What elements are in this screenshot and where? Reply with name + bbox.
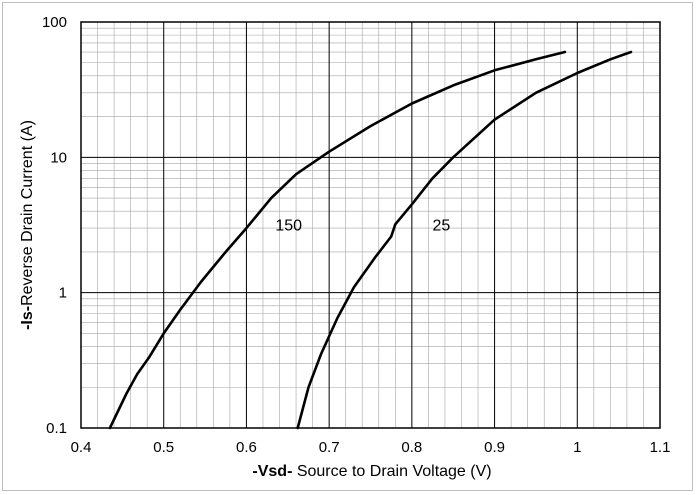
- minor-gridlines: [81, 22, 660, 428]
- y-tick-label: 100: [42, 14, 67, 31]
- x-axis-title: -Vsd- Source to Drain Voltage (V): [252, 463, 491, 480]
- curve-150: [108, 50, 567, 430]
- y-tick-label: 0.1: [46, 420, 67, 437]
- x-tick-labels: 0.4 0.5 0.6 0.7 0.8 0.9 1 1.1: [71, 439, 671, 456]
- x-tick-label: 0.4: [71, 439, 92, 456]
- chart-frame: [2, 2, 693, 491]
- y-tick-label: 10: [50, 149, 67, 166]
- x-tick-label: 0.6: [236, 439, 257, 456]
- x-tick-label: 0.7: [319, 439, 340, 456]
- x-tick-label: 0.5: [153, 439, 174, 456]
- curve-label-150: 150: [275, 217, 302, 234]
- x-axis-title-bold: -Vsd-: [252, 463, 292, 480]
- curve-labels: 150 25: [275, 217, 450, 234]
- y-axis-title-rest: Reverse Drain Current (A): [19, 120, 36, 306]
- y-tick-labels: 0.1 1 10 100: [42, 14, 67, 437]
- plot-area-border: [80, 21, 661, 429]
- x-tick-label: 1: [573, 439, 581, 456]
- x-tick-label: 0.9: [484, 439, 505, 456]
- x-tick-label: 1.1: [650, 439, 671, 456]
- y-axis-title-bold: -Is-: [19, 306, 36, 330]
- y-axis-title: -Is-Reverse Drain Current (A): [19, 120, 36, 330]
- curve-25: [296, 50, 633, 430]
- x-axis-title-rest: Source to Drain Voltage (V): [292, 463, 491, 480]
- x-tick-label: 0.8: [401, 439, 422, 456]
- curves: [108, 50, 633, 430]
- major-gridlines: [81, 22, 660, 428]
- curve-label-25: 25: [433, 217, 451, 234]
- y-tick-label: 1: [59, 285, 67, 302]
